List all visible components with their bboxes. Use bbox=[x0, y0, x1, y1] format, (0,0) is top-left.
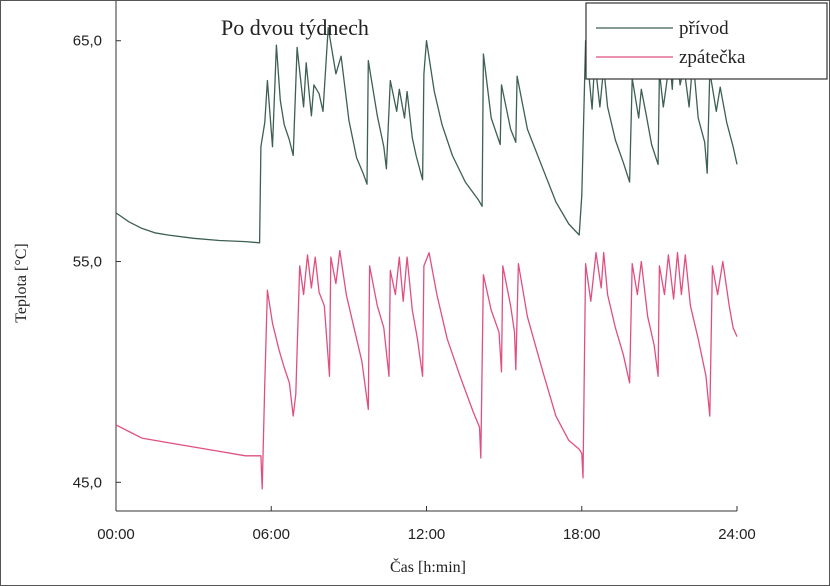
x-tick-label: 00:00 bbox=[97, 526, 135, 543]
x-tick-label: 12:00 bbox=[408, 526, 446, 543]
y-tick-label: 65,0 bbox=[73, 33, 102, 50]
chart-title: Po dvou týdnech bbox=[221, 15, 369, 40]
series-line-zpatecka bbox=[115, 249, 738, 490]
legend-label-zpatecka: zpátečka bbox=[679, 47, 746, 68]
legend-box bbox=[585, 2, 828, 80]
x-tick-label: 24:00 bbox=[718, 526, 756, 543]
legend: přívod zpátečka bbox=[585, 2, 828, 80]
ticks-layer: 00:00 06:00 12:00 18:00 24:00 45,0 55,0 65,0 bbox=[73, 33, 756, 543]
series-line-privod bbox=[115, 26, 738, 244]
y-tick-label: 55,0 bbox=[73, 254, 102, 271]
x-tick-label: 18:00 bbox=[563, 526, 601, 543]
x-tick-label: 06:00 bbox=[252, 526, 290, 543]
y-tick-label: 45,0 bbox=[73, 474, 102, 491]
y-axis-title: Teplota [°C] bbox=[13, 243, 30, 322]
x-axis-title: Čas [h:min] bbox=[390, 557, 466, 576]
series-layer bbox=[115, 26, 738, 490]
legend-label-privod: přívod bbox=[679, 18, 729, 39]
